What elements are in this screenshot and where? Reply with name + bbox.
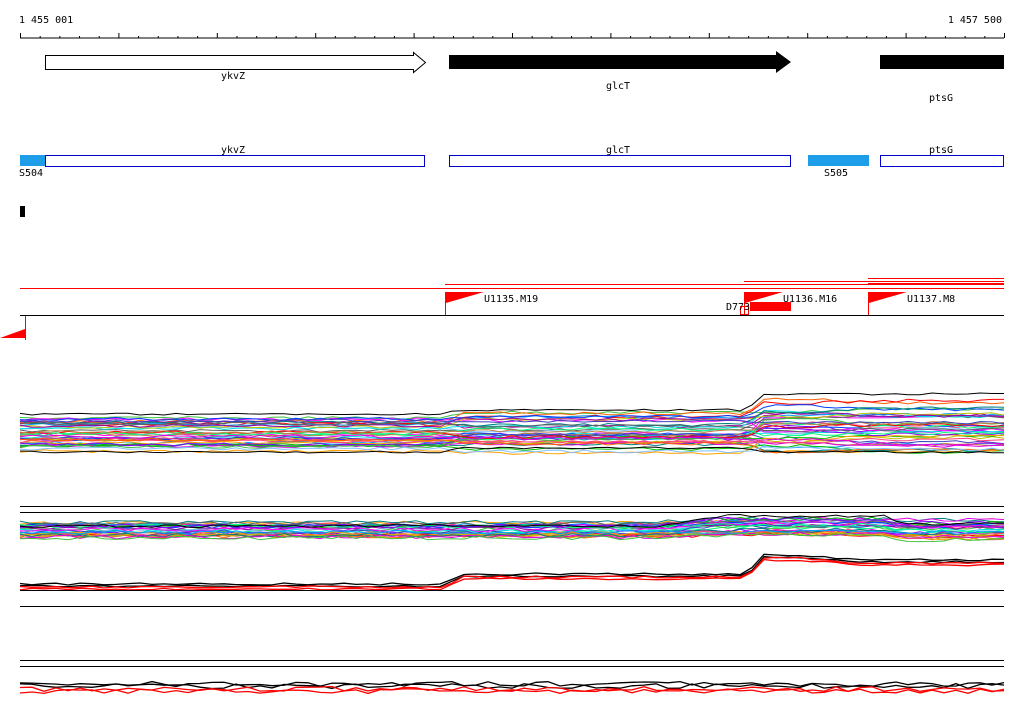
expression-profile-line bbox=[19, 434, 1005, 446]
segment-track: S504 ykvZ glcT S505 ptsG bbox=[19, 145, 1004, 179]
feature-label-U1136: U1136.M16 bbox=[783, 294, 837, 305]
expression-profile-line bbox=[19, 445, 1005, 454]
expression-profile-line bbox=[19, 532, 1005, 543]
expression-summary-line bbox=[19, 687, 1005, 695]
expression-profile-line bbox=[19, 522, 1005, 534]
feature-flag-U1135[interactable] bbox=[446, 292, 484, 303]
gene-arrow-glcT[interactable] bbox=[449, 51, 791, 73]
expression-summary-line bbox=[19, 553, 1005, 586]
gene-label-ykvZ: ykvZ bbox=[221, 71, 245, 82]
feature-label-U1137: U1137.M8 bbox=[907, 294, 955, 305]
expression-profile-line bbox=[19, 404, 1005, 421]
expression-summary-line bbox=[19, 685, 1005, 693]
segment-label-ptsG: ptsG bbox=[929, 145, 953, 156]
expression-profile-line bbox=[19, 427, 1005, 447]
expression-profile-line bbox=[19, 437, 1005, 454]
expression-profile-line bbox=[19, 423, 1005, 439]
segment-label-S504: S504 bbox=[19, 168, 43, 179]
segment-S504[interactable] bbox=[20, 155, 45, 166]
expression-envelope-line bbox=[19, 392, 1004, 416]
expression-profiles-panel-2 bbox=[19, 506, 1005, 543]
expression-profile-line bbox=[19, 412, 1005, 429]
ruler-end-label: 1 457 500 bbox=[948, 15, 1002, 26]
feature-flag-U1136[interactable] bbox=[745, 292, 783, 303]
position-marker bbox=[20, 206, 25, 217]
gene-ykvZ[interactable]: ykvZ bbox=[45, 51, 427, 83]
segment-ptsG[interactable] bbox=[880, 155, 1004, 167]
expression-summary-line bbox=[19, 555, 1005, 588]
expression-profile-line bbox=[19, 527, 1005, 538]
gene-track: ykvZ glcT ptsG bbox=[45, 51, 1004, 104]
gene-label-ptsG: ptsG bbox=[929, 93, 953, 104]
expression-profile-line bbox=[19, 522, 1005, 534]
ruler-start-label: 1 455 001 bbox=[19, 15, 73, 26]
expression-profile-line bbox=[19, 410, 1005, 431]
feature-label-D773: D773 bbox=[726, 302, 750, 313]
feature-flag-left[interactable] bbox=[0, 329, 25, 338]
expression-profiles-panel-4 bbox=[19, 660, 1005, 695]
gene-glcT[interactable]: glcT bbox=[449, 51, 791, 92]
segment-label-glcT: glcT bbox=[606, 145, 630, 156]
ruler-ticks bbox=[20, 33, 1005, 38]
segment-label-ykvZ: ykvZ bbox=[221, 145, 245, 156]
segment-label-S505: S505 bbox=[824, 168, 848, 179]
expression-profile-line bbox=[19, 418, 1005, 425]
gene-arrow-ptsG[interactable] bbox=[880, 55, 1004, 69]
coordinate-ruler: 1 455 001 1 457 500 bbox=[19, 15, 1005, 39]
expression-profile-line bbox=[19, 412, 1005, 427]
gene-label-glcT: glcT bbox=[606, 81, 630, 92]
expression-summary-line bbox=[19, 558, 1005, 591]
feature-mark-D773 bbox=[740, 306, 749, 315]
expression-profile-line bbox=[19, 441, 1005, 449]
expression-profile-line bbox=[19, 529, 1005, 535]
expression-profiles-panel-1 bbox=[19, 392, 1005, 455]
segment-ykvZ[interactable] bbox=[45, 155, 425, 167]
expression-envelope-line bbox=[19, 513, 1005, 529]
expression-profile-line bbox=[19, 411, 1005, 428]
expression-profile-line bbox=[19, 421, 1005, 433]
feature-block-D773[interactable] bbox=[750, 302, 791, 311]
gene-ptsG[interactable]: ptsG bbox=[880, 55, 1004, 104]
expression-summary-line bbox=[19, 682, 1005, 690]
gene-arrow-ykvZ[interactable] bbox=[45, 51, 427, 74]
expression-profile-line bbox=[19, 530, 1005, 541]
feature-label-U1135: U1135.M19 bbox=[484, 294, 538, 305]
feature-flag-U1137[interactable] bbox=[869, 292, 907, 303]
segment-glcT[interactable] bbox=[449, 155, 791, 167]
expression-profile-line bbox=[19, 421, 1005, 435]
expression-profile-line bbox=[19, 523, 1005, 535]
segment-S505[interactable] bbox=[808, 155, 869, 166]
expression-envelope-line bbox=[19, 446, 1005, 454]
expression-summary-panel bbox=[19, 553, 1005, 607]
expression-profile-line bbox=[19, 521, 1005, 532]
feature-track: U1135.M19 U1136.M16 D773 U1137.M8 bbox=[0, 278, 1004, 340]
